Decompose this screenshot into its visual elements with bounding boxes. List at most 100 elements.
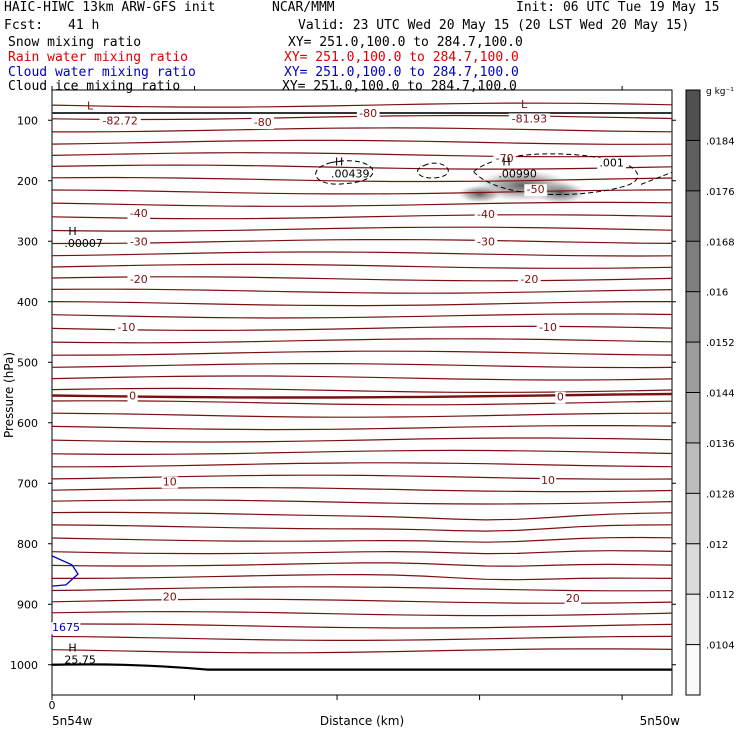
isotherm-label: -50 [527,183,545,196]
y-tick-label: 900 [17,598,38,611]
isotherm-line [51,550,673,555]
colorbar-label: .0176 [706,187,735,198]
colorbar-label: .0112 [706,590,735,601]
colorbar-label: .0144 [706,389,735,400]
isotherm-line [51,214,673,220]
isotherm-label: 20 [163,590,177,603]
y-tick-label: 100 [17,114,38,127]
field-xy-snow: XY= 251.0,100.0 to 284.7,100.0 [288,35,523,50]
isotherm-label-bg [127,207,151,220]
colorbar-swatch [686,241,700,292]
isotherm-label: -30 [130,235,148,248]
colorbar-swatch [686,442,700,494]
colorbar-label: .0168 [706,237,735,248]
colorbar-swatch [686,392,700,443]
isotherm-label: -40 [477,208,495,221]
y-tick-label: 300 [17,235,38,248]
isotherm-label-bg [539,475,557,488]
y-tick-label: 200 [17,175,38,188]
isotherm-line [52,239,673,245]
isotherm-label: -20 [130,273,148,286]
isotherm-line [51,350,673,356]
x-left-tick: 0 [49,699,56,712]
y-tick-label: 500 [17,356,38,369]
isotherm-line [51,263,673,269]
colorbar-label: .012 [706,540,728,551]
isotherm-label: -30 [477,235,495,248]
colorbar-swatch [686,342,700,393]
isotherm-line [51,524,673,532]
colorbar-label: .0136 [706,439,735,450]
field-name-cloud-water: Cloud water mixing ratio [8,65,196,80]
extremum-letter: H [502,156,510,169]
extremum-letter: L [87,99,94,112]
colorbar-label: .0128 [706,489,735,500]
ice-dashed-contour [640,171,673,185]
contour-value-label: .001 [599,157,624,170]
isotherm-label: -40 [130,207,148,220]
isotherm-line [51,325,673,332]
forecast-hours: 41 h [68,18,100,33]
isotherm-label: -10 [539,321,557,334]
isotherm-line [51,635,673,641]
isotherm-line [51,486,673,493]
isotherm-line [51,164,673,170]
colorbar-swatch [686,644,700,695]
isotherm-label-bg [564,593,581,606]
field-xy-cloud-water: XY= 251.0,100.0 to 284.7,100.0 [284,65,519,80]
isotherm-label: -70 [496,152,514,165]
valid-time: Valid: 23 UTC Wed 20 May 15 (20 LST Wed … [298,18,690,33]
y-tick-label: 700 [17,477,38,490]
isotherm-label-bg [251,117,275,130]
isotherm-line [51,313,673,319]
isotherm-label-bg [115,322,138,335]
isotherm-line [51,412,673,418]
y-axis-title: Pressure (hPa) [2,352,16,438]
isotherm-line [51,176,673,183]
isotherm-label-bg [356,107,380,120]
ice-dashed-contour [417,162,449,179]
isotherm-label-bg [508,113,550,126]
isotherm-line [51,189,673,195]
isotherm-line [51,102,673,108]
isotherm-line [51,499,673,505]
colorbar-unit: g kg⁻¹ [706,87,734,97]
isotherm-label: -82.72 [102,114,137,127]
isotherm-line [51,400,673,406]
y-tick-label: 1000 [10,659,38,672]
isotherm-label: 0 [129,390,136,403]
freezing-level-line [51,392,673,399]
model-title: HAIC-HIWC 13km ARW-GFS init [4,0,216,15]
colorbar-swatch [686,493,700,544]
isotherm-line [51,363,673,369]
isotherm-line [52,127,673,133]
field-xy-rain: XY= 251.0,100.0 to 284.7,100.0 [284,50,519,65]
x-right-label: 5n50w [640,714,681,728]
isotherm-line [51,251,673,257]
extremum-letter: H [68,641,76,654]
org-label: NCAR/MMM [272,0,335,15]
contour-value-label-bg [51,622,81,635]
isotherm-line [52,573,673,581]
isotherm-label: -80 [254,116,272,129]
y-tick-label: 400 [17,296,38,309]
isotherm-label: -80 [359,107,377,120]
field-name-snow: Snow mixing ratio [8,35,142,50]
colorbar-label: .0152 [706,338,735,349]
colorbar-label: .0184 [706,136,735,147]
isotherm-label: 10 [163,475,177,488]
isotherm-line [51,474,673,480]
ice-shading-west [457,185,502,204]
isotherm-line [51,139,673,145]
isotherm-line [51,387,673,394]
isotherm-label-bg [127,273,151,286]
isotherm-line [51,276,673,282]
isotherm-label-bg [524,184,547,197]
isotherm-label-bg [493,152,516,165]
isotherm-line [51,610,673,617]
isotherm-line [51,449,673,455]
extremum-letter: H [335,156,343,169]
isotherm-label: 0 [557,391,564,404]
isotherm-line [51,152,673,158]
